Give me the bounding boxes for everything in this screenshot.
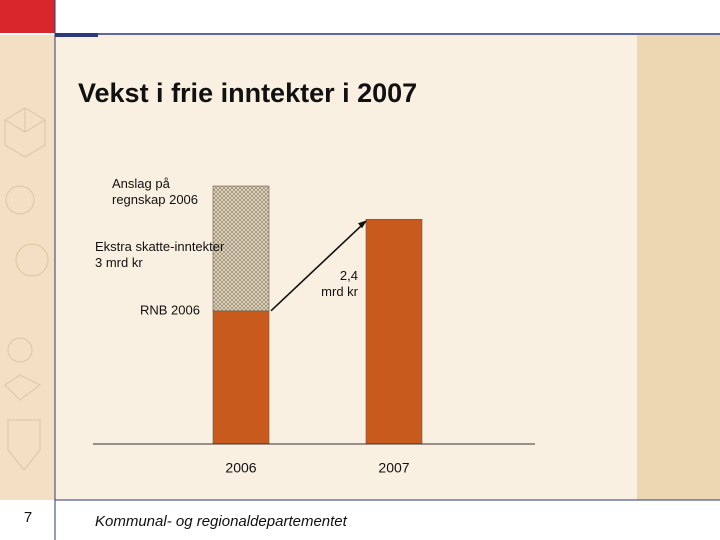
page-number: 7: [24, 509, 32, 526]
annotation-line: Ekstra skatte-inntekter: [95, 239, 225, 254]
annotation-line: regnskap 2006: [112, 192, 198, 207]
x-tick-label: 2007: [378, 460, 409, 476]
bar: [365, 218, 423, 445]
top-rule-accent: [55, 33, 98, 37]
annotation: Anslag på regnskap 2006: [112, 176, 198, 207]
right-strip: [637, 35, 720, 500]
annotation: RNB 2006: [140, 302, 200, 317]
decorations: [4, 107, 49, 471]
bar: [212, 310, 270, 445]
arrow-head: [358, 220, 367, 229]
annotation: Ekstra skatte-inntekter 3 mrd kr: [95, 239, 225, 270]
content-area: [55, 35, 637, 500]
x-tick-label: 2006: [225, 460, 256, 476]
growth-arrow: [270, 220, 367, 312]
annotation: 2,4 mrd kr: [321, 268, 359, 299]
annotation-line: 3 mrd kr: [95, 255, 143, 270]
annotation-line: 2,4: [340, 268, 358, 283]
annotation-line: mrd kr: [321, 284, 359, 299]
slide-title: Vekst i frie inntekter i 2007: [78, 78, 417, 108]
annotation-line: Anslag på: [112, 176, 171, 191]
bar: [212, 185, 270, 312]
footer: Kommunal- og regionaldepartementet: [95, 513, 348, 530]
logo-block: [0, 0, 55, 33]
